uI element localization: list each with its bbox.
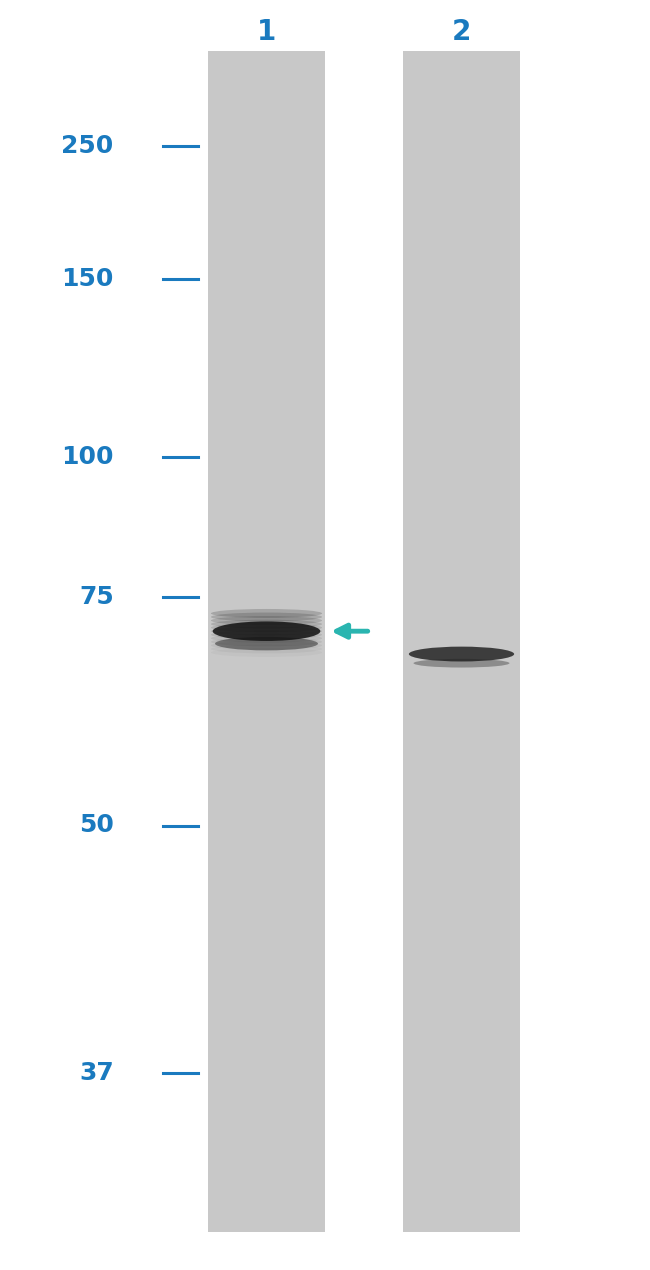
Ellipse shape (211, 624, 322, 632)
Ellipse shape (211, 641, 322, 650)
Ellipse shape (211, 630, 322, 639)
Text: 37: 37 (79, 1062, 114, 1085)
Ellipse shape (211, 638, 322, 646)
Text: 100: 100 (61, 446, 114, 469)
FancyBboxPatch shape (403, 51, 520, 1232)
Text: 75: 75 (79, 585, 114, 608)
Text: 50: 50 (79, 814, 114, 837)
Text: 1: 1 (257, 18, 276, 46)
Text: 150: 150 (61, 268, 114, 291)
Text: 2: 2 (452, 18, 471, 46)
Text: 250: 250 (62, 135, 114, 157)
FancyBboxPatch shape (208, 51, 325, 1232)
Ellipse shape (211, 626, 322, 635)
Ellipse shape (211, 634, 322, 643)
Ellipse shape (213, 621, 320, 641)
Ellipse shape (413, 659, 510, 668)
Ellipse shape (211, 616, 322, 625)
Ellipse shape (211, 620, 322, 629)
Ellipse shape (215, 636, 318, 650)
Ellipse shape (211, 612, 322, 621)
Ellipse shape (409, 646, 514, 662)
Ellipse shape (211, 608, 322, 618)
